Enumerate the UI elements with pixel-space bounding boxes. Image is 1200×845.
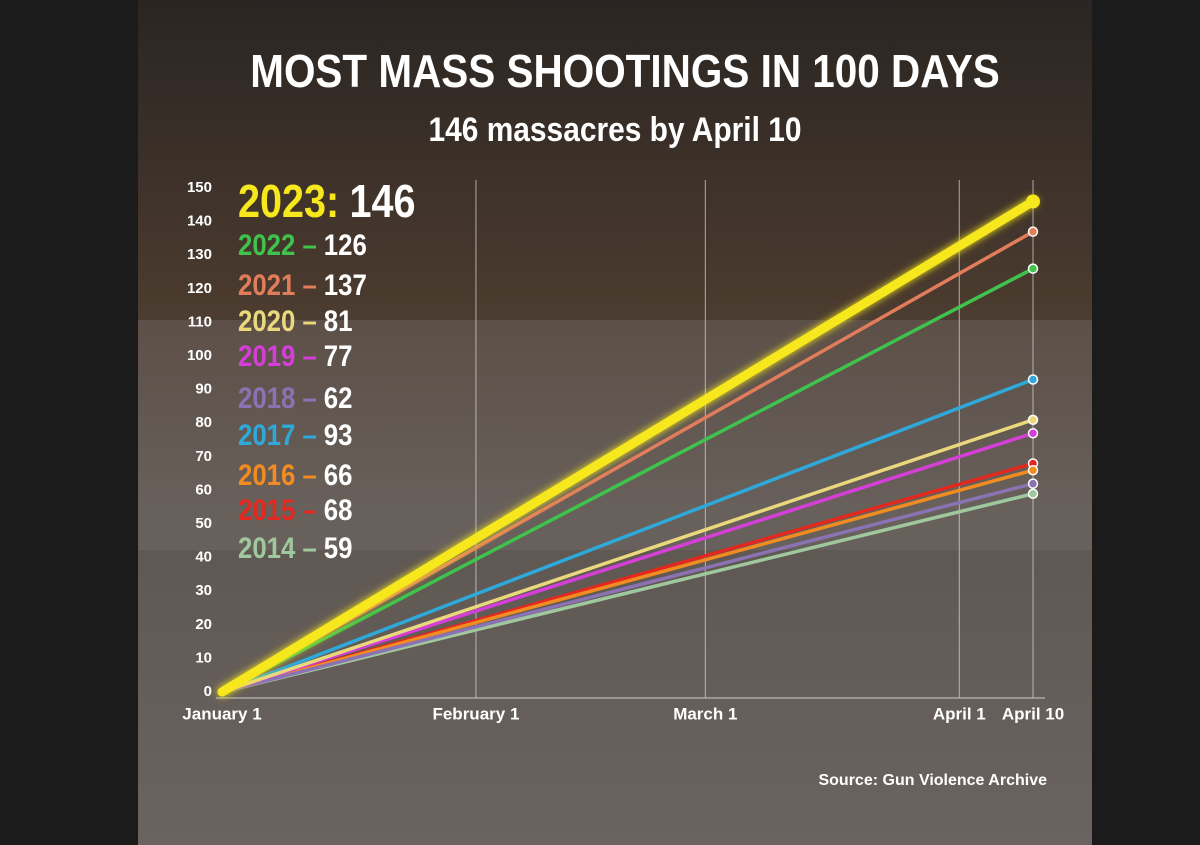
background-steps bbox=[138, 320, 1092, 550]
legend-name: 2014 – bbox=[238, 531, 317, 564]
y-tick-label: 30 bbox=[195, 582, 212, 599]
y-tick-label: 20 bbox=[195, 616, 212, 633]
y-tick-label: 140 bbox=[187, 213, 212, 230]
legend-name: 2016 – bbox=[238, 458, 317, 491]
y-tick-label: 40 bbox=[195, 549, 212, 566]
end-point bbox=[1027, 263, 1039, 274]
chart-subtitle: 146 massacres by April 10 bbox=[428, 110, 801, 148]
legend-value: 66 bbox=[324, 458, 353, 491]
y-tick-label: 130 bbox=[187, 246, 212, 263]
end-point bbox=[1027, 488, 1039, 500]
x-tick-label: January 1 bbox=[182, 704, 261, 723]
legend-value: 68 bbox=[324, 493, 353, 526]
series-line bbox=[220, 377, 1035, 694]
legend-value: 146 bbox=[349, 176, 415, 227]
y-tick-label: 80 bbox=[195, 414, 212, 431]
source-note: Source: Gun Violence Archive bbox=[818, 772, 1047, 789]
end-point bbox=[1027, 478, 1039, 489]
x-tick-label: February 1 bbox=[432, 704, 519, 723]
x-tick-label: April 10 bbox=[1002, 704, 1064, 723]
legend-name: 2023: bbox=[238, 176, 339, 227]
y-tick-label: 0 bbox=[204, 683, 212, 700]
end-point bbox=[1027, 374, 1039, 385]
legend-entry: 2019 –77 bbox=[238, 339, 352, 372]
legend-entry: 2016 –66 bbox=[238, 458, 352, 491]
y-tick-label: 10 bbox=[195, 649, 212, 666]
x-tick-label: March 1 bbox=[673, 704, 737, 723]
legend-name: 2015 – bbox=[238, 493, 317, 526]
y-tick-label: 60 bbox=[195, 481, 212, 498]
legend-name: 2022 – bbox=[238, 228, 317, 261]
legend-value: 62 bbox=[324, 381, 353, 414]
legend-entry: 2023: 146 bbox=[238, 176, 415, 227]
y-tick-label: 120 bbox=[187, 280, 212, 297]
end-point bbox=[1027, 226, 1039, 237]
legend-entry: 2018 –62 bbox=[238, 381, 352, 414]
series-line bbox=[220, 266, 1035, 694]
series-line bbox=[220, 431, 1035, 694]
end-point bbox=[1027, 464, 1039, 476]
series-line bbox=[220, 468, 1035, 694]
legend-entry: 2014 –59 bbox=[238, 531, 352, 564]
legend-entry: 2021 –137 bbox=[238, 268, 367, 301]
y-tick-label: 110 bbox=[188, 313, 212, 330]
x-tick-label: April 1 bbox=[933, 704, 986, 723]
legend-value: 93 bbox=[324, 418, 353, 451]
legend-name: 2020 – bbox=[238, 304, 317, 337]
legend-value: 77 bbox=[324, 339, 353, 372]
y-tick-label: 100 bbox=[187, 347, 212, 364]
end-point bbox=[1027, 428, 1039, 439]
legend-entry: 2017 –93 bbox=[238, 418, 352, 451]
legend-entry: 2022 –126 bbox=[238, 228, 367, 261]
legend-name: 2018 – bbox=[238, 381, 317, 414]
legend-name: 2019 – bbox=[238, 339, 317, 372]
legend-entry: 2020 –81 bbox=[238, 304, 352, 337]
legend-entry: 2015 –68 bbox=[238, 493, 352, 526]
chart-title: MOST MASS SHOOTINGS IN 100 DAYS bbox=[250, 47, 1000, 98]
series-line bbox=[220, 481, 1035, 694]
y-tick-label: 150 bbox=[187, 179, 212, 196]
end-point bbox=[1026, 194, 1040, 209]
series-line bbox=[217, 196, 1038, 697]
legend-value: 126 bbox=[324, 228, 367, 261]
y-tick-label: 90 bbox=[195, 381, 212, 398]
legend-value: 137 bbox=[324, 268, 367, 301]
y-tick-label: 50 bbox=[195, 515, 212, 532]
series-line bbox=[220, 418, 1035, 694]
legend-value: 81 bbox=[324, 304, 353, 337]
legend-name: 2021 – bbox=[238, 268, 317, 301]
legend-name: 2017 – bbox=[238, 418, 317, 451]
end-point bbox=[1027, 414, 1039, 426]
y-tick-label: 70 bbox=[195, 448, 212, 465]
background-photo bbox=[138, 0, 1092, 845]
legend-value: 59 bbox=[324, 531, 353, 564]
